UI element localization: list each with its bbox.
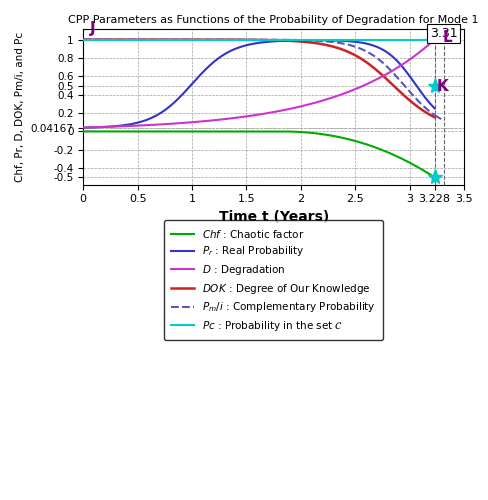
Text: 3.31: 3.31	[430, 26, 457, 40]
Y-axis label: Chf, Pr, D, DOK, Pm/i, and Pc: Chf, Pr, D, DOK, Pm/i, and Pc	[15, 32, 25, 182]
Legend: $\mathit{Chf}$ : Chaotic factor, $\mathit{P_r}$ : Real Probability, $\mathit{D}$: $\mathit{Chf}$ : Chaotic factor, $\mathi…	[164, 220, 384, 340]
X-axis label: Time t (Years): Time t (Years)	[219, 210, 329, 224]
Text: J: J	[90, 21, 95, 36]
Text: K: K	[437, 79, 449, 94]
Title: CPP Parameters as Functions of the Probability of Degradation for Mode 1: CPP Parameters as Functions of the Proba…	[68, 15, 479, 25]
Text: L: L	[443, 30, 452, 45]
